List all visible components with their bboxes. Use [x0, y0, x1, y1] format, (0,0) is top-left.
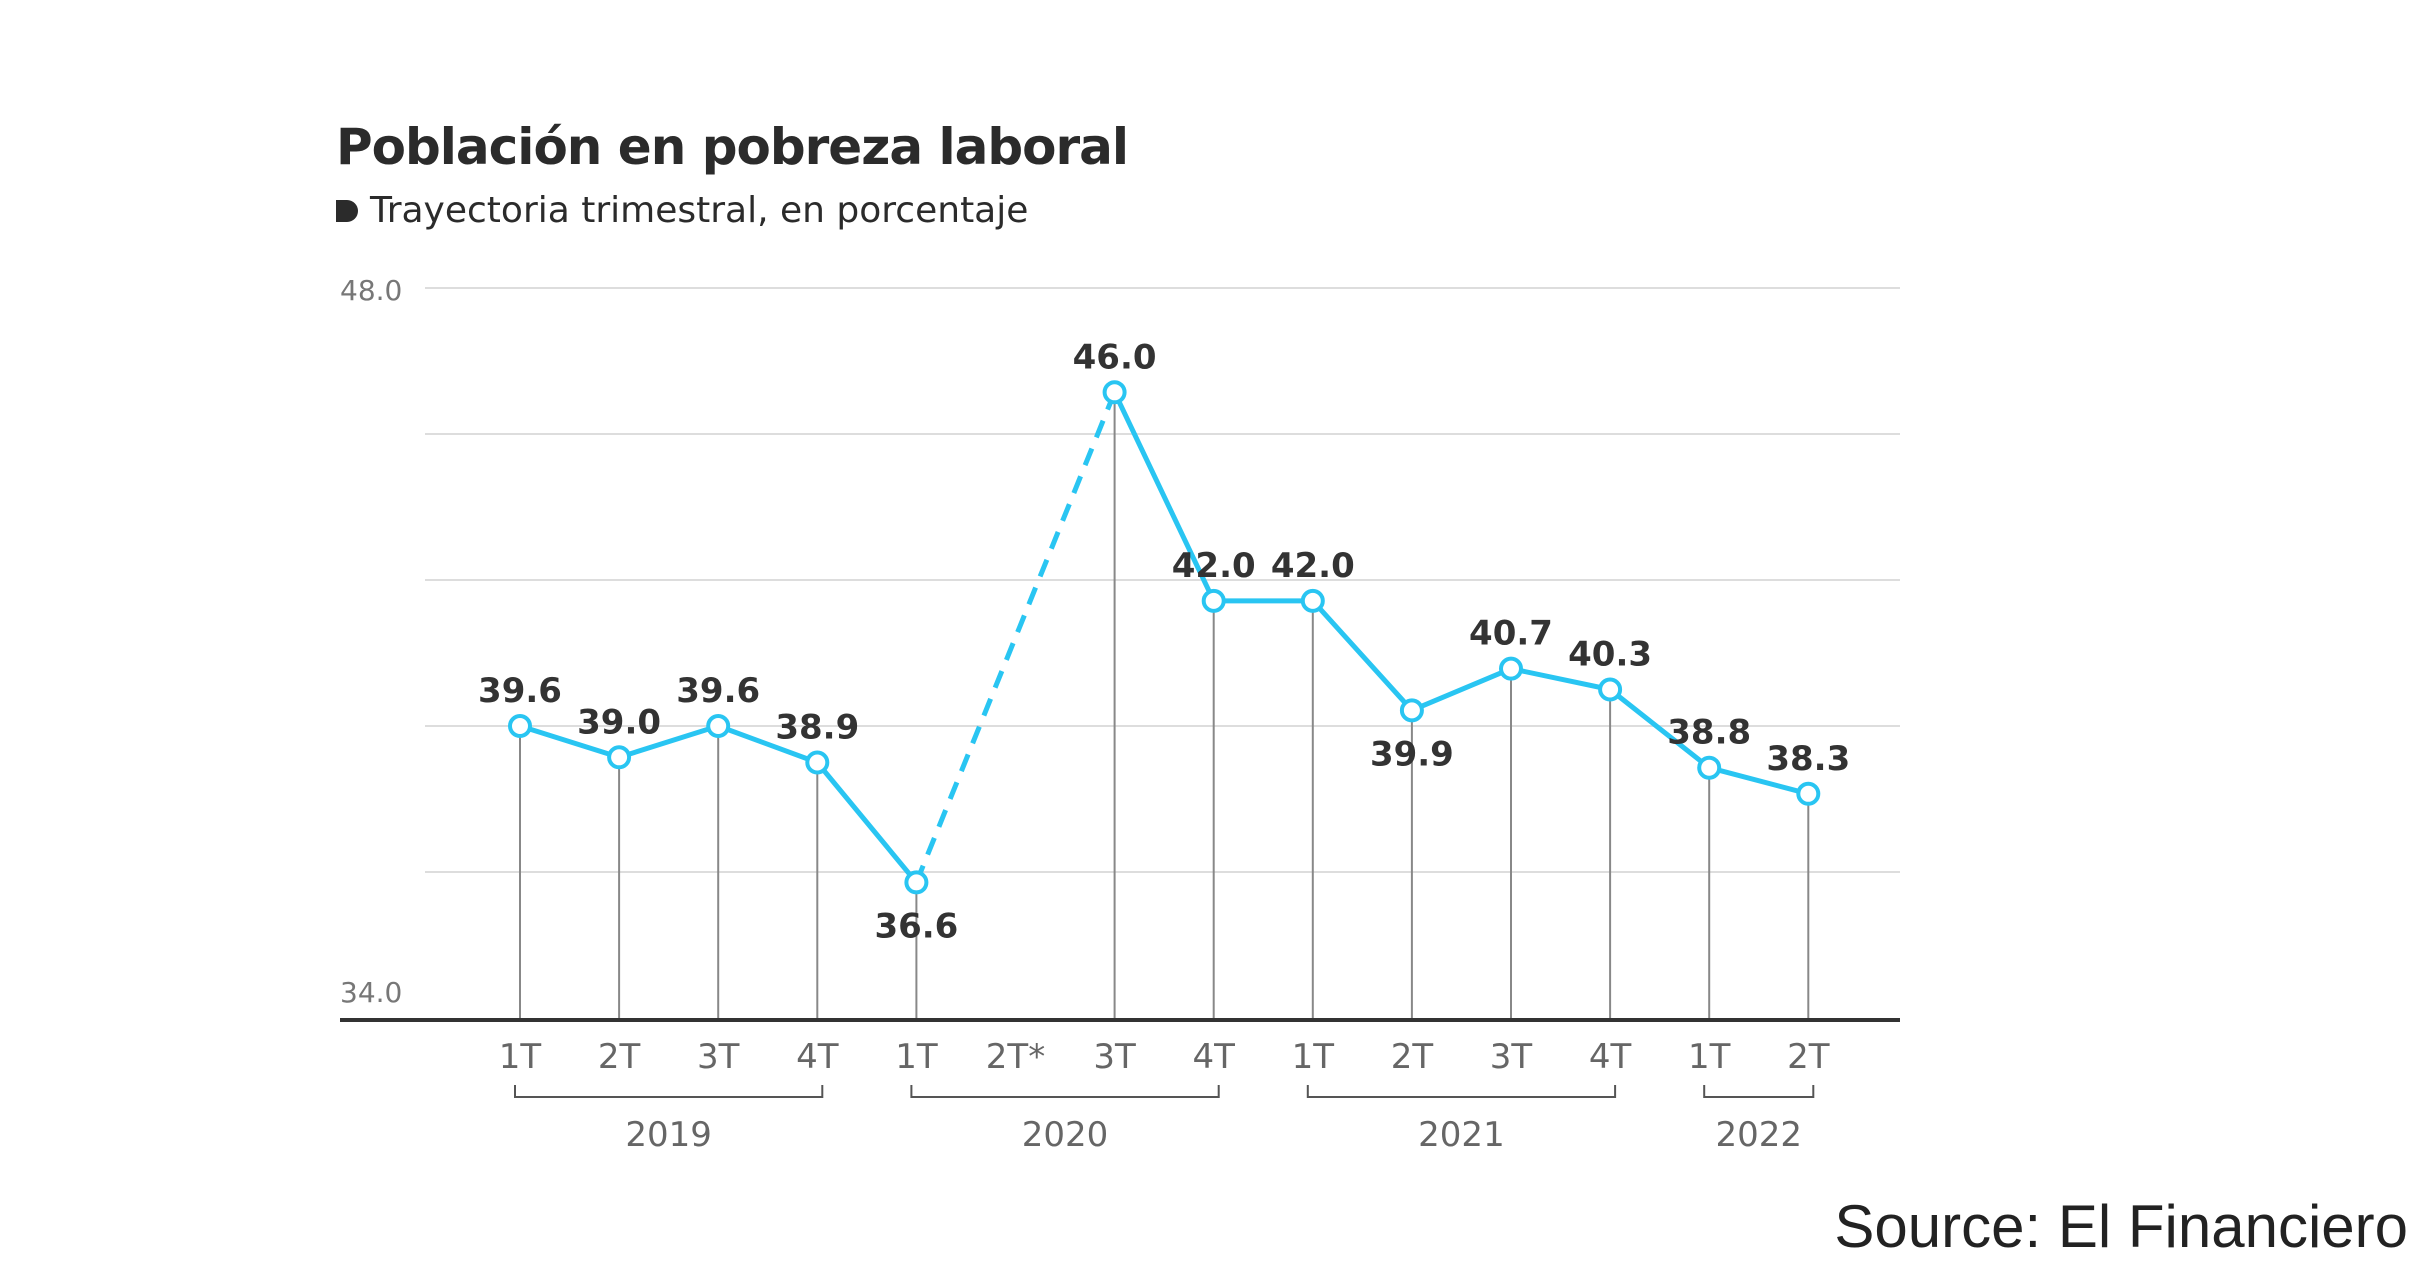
series-line-dashed	[914, 391, 1117, 884]
x-tick-label: 1T	[499, 1037, 542, 1077]
data-point	[1102, 380, 1127, 405]
x-tick-label: 2T	[598, 1037, 641, 1077]
data-label: 42.0	[1172, 546, 1256, 586]
data-point	[904, 870, 929, 895]
data-label: 39.6	[676, 671, 760, 711]
y-tick-label: 48.0	[340, 274, 402, 307]
series-line	[1112, 391, 1809, 797]
year-label: 2019	[625, 1115, 712, 1155]
year-bracket	[1703, 1085, 1815, 1098]
data-label: 38.8	[1667, 713, 1751, 753]
data-label: 36.6	[874, 906, 958, 946]
data-point	[1598, 677, 1623, 702]
data-label: 42.0	[1271, 546, 1355, 586]
data-point	[1201, 588, 1226, 613]
data-label: 40.3	[1568, 635, 1652, 675]
year-bracket	[514, 1085, 824, 1098]
x-tick-label: 2T	[1787, 1037, 1830, 1077]
x-tick-label: 1T	[1688, 1037, 1731, 1077]
year-bracket	[910, 1085, 1220, 1098]
data-point	[706, 714, 731, 738]
data-point	[1697, 755, 1722, 780]
data-point	[1399, 698, 1424, 723]
x-tick-label: 4T	[1192, 1037, 1235, 1077]
chart-title: Población en pobreza laboral	[336, 118, 1129, 176]
x-tick-label: 3T	[697, 1037, 740, 1077]
year-bracket	[1306, 1085, 1617, 1098]
data-label: 38.9	[775, 708, 859, 748]
data-point	[607, 745, 632, 770]
x-tick-label: 3T	[1490, 1037, 1533, 1077]
data-label: 39.0	[577, 702, 661, 742]
x-tick-label: 1T	[1292, 1037, 1335, 1077]
year-label: 2021	[1418, 1115, 1505, 1155]
x-tick-label: 4T	[1589, 1037, 1632, 1077]
data-point	[1499, 656, 1523, 681]
data-point	[508, 714, 532, 738]
subtitle-row: Trayectoria trimestral, en porcentaje	[336, 190, 1028, 231]
x-tick-label: 4T	[796, 1037, 839, 1077]
x-tick-label: 2T*	[986, 1037, 1045, 1077]
data-point	[1300, 588, 1325, 613]
x-tick-label: 1T	[895, 1037, 938, 1077]
chart-subtitle: Trayectoria trimestral, en porcentaje	[370, 190, 1029, 231]
source-credit: Source: El Financiero	[1834, 1193, 2408, 1260]
x-tick-label: 2T	[1391, 1037, 1434, 1077]
data-label: 40.7	[1469, 614, 1553, 654]
year-label: 2020	[1022, 1115, 1109, 1155]
data-label: 39.9	[1370, 734, 1454, 774]
data-label: 38.3	[1766, 739, 1850, 779]
year-label: 2022	[1715, 1115, 1802, 1155]
x-tick-label: 3T	[1093, 1037, 1136, 1077]
data-label: 46.0	[1073, 337, 1157, 377]
data-point	[1796, 781, 1821, 806]
y-tick-label: 34.0	[340, 976, 402, 1009]
data-label: 39.6	[478, 671, 562, 711]
data-point	[805, 750, 830, 775]
subtitle-bullet-icon	[336, 199, 358, 222]
